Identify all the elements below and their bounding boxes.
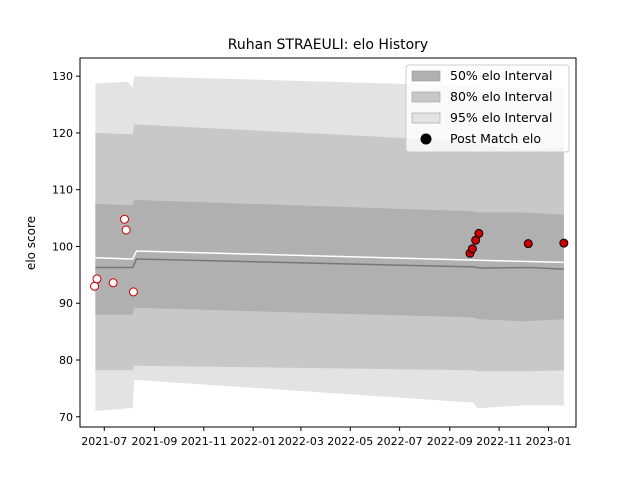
- x-tick-label: 2022-09: [427, 435, 473, 448]
- y-tick-label: 130: [52, 70, 73, 83]
- x-axis: 2021-07 2021-09 2021-11 2022-01 2022-03 2022-…: [81, 427, 571, 448]
- pre-match-point: [90, 281, 100, 291]
- pre-match-point: [128, 287, 138, 297]
- pre-match-point: [92, 274, 102, 284]
- y-tick-label: 70: [59, 411, 73, 424]
- pre-match-point: [120, 214, 130, 224]
- y-axis: 70 80 90 100 110 120 130: [52, 70, 80, 424]
- plot-frame: [79, 57, 577, 428]
- elo-estimate-line: [95, 250, 564, 264]
- y-axis-label: elo score: [24, 216, 38, 270]
- x-tick-label: 2023-01: [526, 435, 572, 448]
- band-3: [95, 199, 564, 322]
- post-match-point: [474, 228, 484, 238]
- x-tick-label: 2022-05: [327, 435, 373, 448]
- plot-area: [90, 76, 569, 412]
- x-tick-label: 2021-09: [131, 435, 177, 448]
- x-tick-label: 2021-11: [181, 435, 227, 448]
- legend-swatch: [411, 91, 441, 103]
- pre-match-point: [108, 278, 118, 288]
- legend-marker: [420, 133, 432, 145]
- legend-swatch: [411, 70, 441, 82]
- legend-label: 80% elo Interval: [450, 89, 552, 104]
- y-tick-label: 90: [59, 297, 73, 310]
- x-tick-label: 2022-01: [230, 435, 276, 448]
- post-match-point: [523, 239, 533, 249]
- x-tick-label: 2022-11: [476, 435, 522, 448]
- pre-match-point: [121, 225, 131, 235]
- y-tick-label: 120: [52, 127, 73, 140]
- y-tick-label: 80: [59, 354, 73, 367]
- legend-label: 95% elo Interval: [450, 110, 552, 125]
- y-tick-label: 100: [52, 240, 73, 253]
- legend-label: Post Match elo: [450, 131, 541, 146]
- x-tick-label: 2021-07: [81, 435, 127, 448]
- legend: 50% elo Interval 80% elo Interval 95% elo …: [405, 64, 570, 153]
- legend-frame: [405, 64, 570, 153]
- y-tick-label: 110: [52, 184, 73, 197]
- chart-title: Ruhan STRAEULI: elo History: [228, 37, 428, 53]
- post-match-point: [559, 238, 569, 248]
- x-tick-label: 2022-03: [278, 435, 324, 448]
- x-tick-label: 2022-07: [377, 435, 423, 448]
- legend-swatch: [411, 112, 441, 124]
- post-match-point: [467, 244, 477, 254]
- mean-elo-line: [95, 258, 564, 270]
- legend-label: 50% elo Interval: [450, 68, 552, 83]
